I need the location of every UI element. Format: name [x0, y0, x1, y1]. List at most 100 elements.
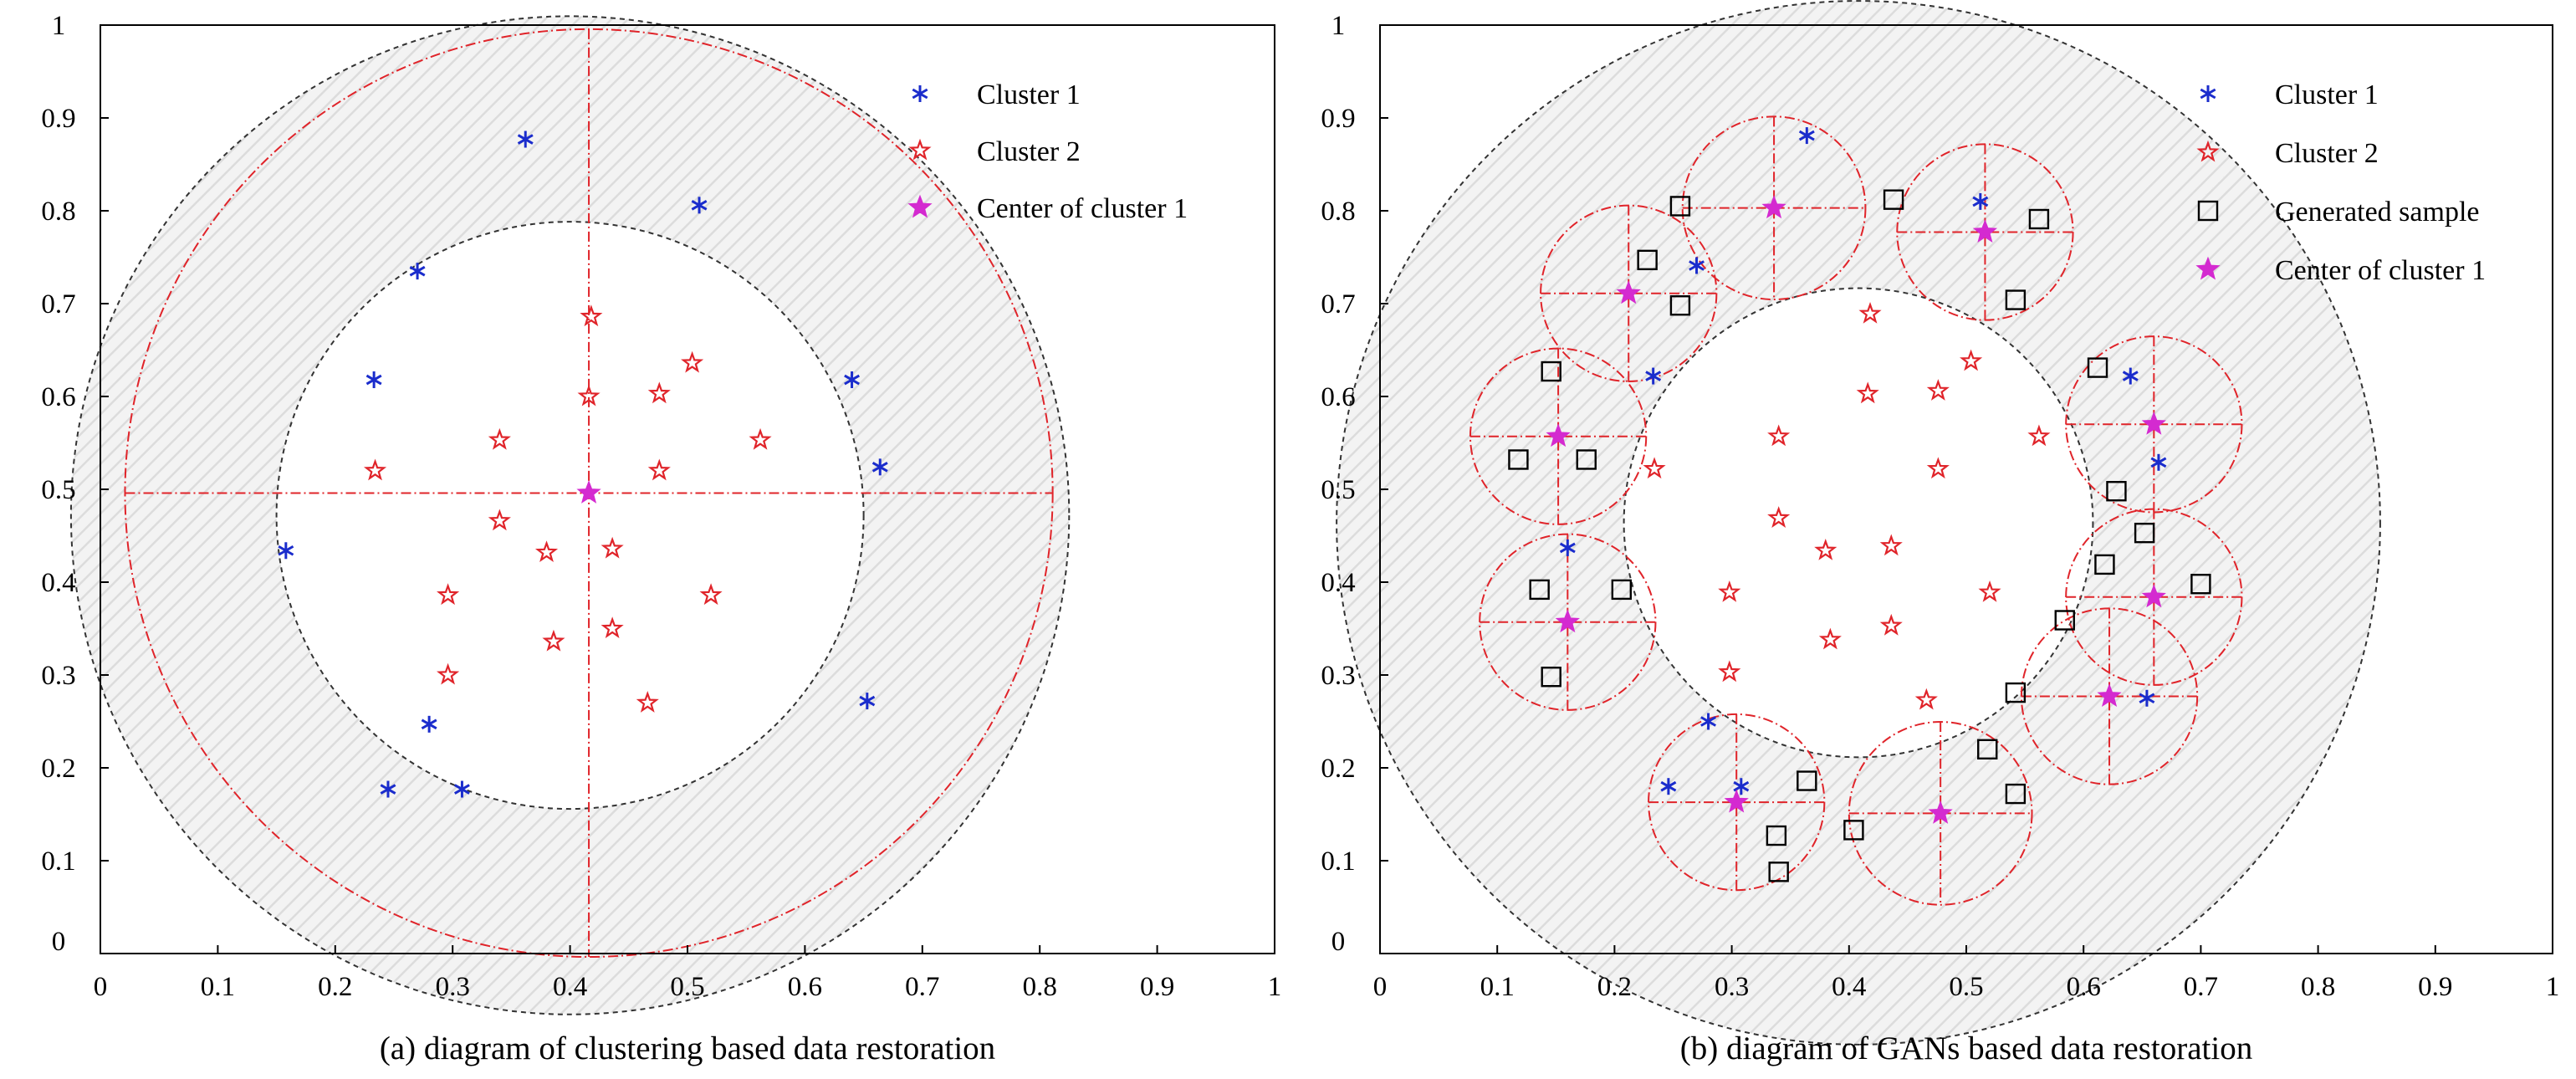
x-tick-label: 0.9 [2418, 972, 2452, 1002]
data-point [1883, 189, 1904, 210]
x-tick-label: 0.8 [2301, 972, 2335, 1002]
y-tick-label: 0.6 [1321, 382, 1355, 412]
data-point [1768, 862, 1789, 882]
y-tick-label: 0.5 [1321, 475, 1355, 505]
data-point [1637, 249, 1658, 271]
data-point [1541, 667, 1561, 688]
data-point [2005, 682, 2027, 703]
data-point [1576, 449, 1597, 470]
x-tick-label: 0.3 [1715, 972, 1749, 1002]
data-point [2190, 574, 2211, 595]
y-tick-label: 0.8 [1321, 197, 1355, 227]
data-point [2027, 424, 2051, 447]
data-point [2141, 584, 2166, 608]
data-point [1643, 457, 1666, 479]
y-tick-label: 0.3 [1321, 661, 1355, 691]
data-point [2097, 683, 2122, 707]
data-point [1798, 127, 1815, 145]
legend-label: Center of cluster 1 [2275, 255, 2486, 286]
data-point [1761, 195, 1786, 219]
data-point [1718, 580, 1741, 602]
y-tick-label: 0.1 [1321, 846, 1355, 877]
y-tick-label: 0.2 [1321, 754, 1355, 784]
data-point [1818, 627, 1842, 650]
data-point [1960, 349, 1983, 371]
data-point [2141, 411, 2166, 435]
data-point [1858, 301, 1882, 324]
data-point [2087, 357, 2108, 378]
x-tick-label: 0.2 [1597, 972, 1632, 1002]
data-point [1843, 820, 1864, 841]
y-tick-label: 0.4 [1321, 568, 1355, 598]
data-point [1616, 280, 1641, 304]
data-point [2054, 610, 2075, 631]
data-point [1733, 778, 1750, 795]
data-point [1541, 361, 1561, 382]
legend-marker [2195, 256, 2221, 280]
data-point [1724, 789, 1749, 813]
x-tick-label: 0.1 [1480, 972, 1515, 1002]
data-point [1797, 770, 1817, 791]
data-point [2094, 554, 2115, 575]
data-point [1767, 424, 1791, 447]
data-point [2134, 522, 2155, 544]
x-tick-label: 0 [1373, 972, 1388, 1002]
data-point [1718, 660, 1741, 683]
data-point [1928, 800, 1953, 824]
data-point [1611, 579, 1633, 601]
data-point [1669, 295, 1691, 316]
data-point [1972, 192, 1989, 210]
data-point [1914, 688, 1938, 710]
x-tick-label: 0.7 [2184, 972, 2218, 1002]
data-point [2005, 289, 2027, 310]
series-cluster-2 [1643, 301, 2051, 710]
x-tick-label: 1 [2546, 972, 2560, 1002]
data-point [1529, 579, 1550, 601]
data-point [1767, 506, 1791, 528]
legend-marker [2196, 140, 2220, 162]
series-center-of-cluster-1 [1546, 195, 2166, 824]
data-point [1972, 219, 1998, 243]
data-point [1856, 381, 1879, 404]
y-tick-label: 0.7 [1321, 289, 1355, 320]
data-point [2139, 689, 2155, 707]
legend-label: Cluster 2 [2275, 138, 2379, 169]
x-tick-label: 0.4 [1832, 972, 1866, 1002]
data-point [1879, 613, 1903, 636]
data-point [1559, 539, 1576, 556]
data-point [1669, 196, 1691, 217]
legend-label: Cluster 1 [2275, 79, 2379, 110]
data-point [2005, 783, 2027, 805]
data-point [1546, 423, 1571, 447]
data-point [1689, 257, 1705, 274]
annulus-outer-boundary [1336, 0, 2381, 1046]
data-point [1814, 539, 1837, 560]
data-point [2106, 481, 2127, 502]
y-tick-label: 1 [1331, 11, 1346, 41]
annulus-inner-boundary [1623, 287, 2094, 759]
restoration-circle [1479, 533, 1657, 711]
data-point [1700, 713, 1717, 730]
legend-marker [2200, 85, 2216, 102]
data-point [1879, 534, 1903, 556]
x-tick-label: 0.6 [2067, 972, 2101, 1002]
data-point [1508, 449, 1529, 470]
data-point [2122, 367, 2139, 385]
series-cluster-1 [1559, 127, 2167, 795]
series-generated-sample [1508, 189, 2211, 882]
data-point [1660, 778, 1677, 795]
legend-marker [2197, 200, 2219, 222]
data-point [1645, 367, 1662, 385]
data-point [1766, 825, 1787, 846]
data-point [1977, 739, 1998, 759]
data-point [1926, 379, 1950, 401]
data-point [1978, 580, 2001, 602]
data-point [1555, 609, 1580, 633]
x-tick-label: 0.5 [1949, 972, 1983, 1002]
chart-caption: (b) diagram of GANs based data restorati… [1680, 1030, 2252, 1066]
data-point [2028, 208, 2050, 230]
y-tick-label: 0.9 [1321, 104, 1355, 134]
